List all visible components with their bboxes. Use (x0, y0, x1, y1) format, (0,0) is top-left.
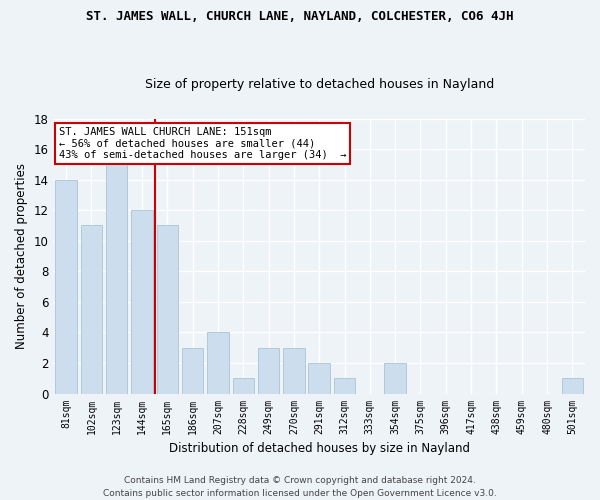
Bar (233, 378, 254, 394)
Bar (55, 180, 77, 394)
Bar (385, 363, 406, 394)
Bar (106, 164, 127, 394)
Bar (562, 378, 583, 394)
Text: ST. JAMES WALL CHURCH LANE: 151sqm
← 56% of detached houses are smaller (44)
43%: ST. JAMES WALL CHURCH LANE: 151sqm ← 56%… (59, 127, 346, 160)
Bar (131, 210, 153, 394)
Bar (157, 226, 178, 394)
Y-axis label: Number of detached properties: Number of detached properties (15, 163, 28, 349)
Bar (283, 348, 305, 394)
Bar (207, 332, 229, 394)
Bar (334, 378, 355, 394)
Bar (182, 348, 203, 394)
X-axis label: Distribution of detached houses by size in Nayland: Distribution of detached houses by size … (169, 442, 470, 455)
Text: Contains HM Land Registry data © Crown copyright and database right 2024.
Contai: Contains HM Land Registry data © Crown c… (103, 476, 497, 498)
Bar (308, 363, 330, 394)
Title: Size of property relative to detached houses in Nayland: Size of property relative to detached ho… (145, 78, 494, 91)
Bar (258, 348, 280, 394)
Text: ST. JAMES WALL, CHURCH LANE, NAYLAND, COLCHESTER, CO6 4JH: ST. JAMES WALL, CHURCH LANE, NAYLAND, CO… (86, 10, 514, 23)
Bar (80, 226, 102, 394)
